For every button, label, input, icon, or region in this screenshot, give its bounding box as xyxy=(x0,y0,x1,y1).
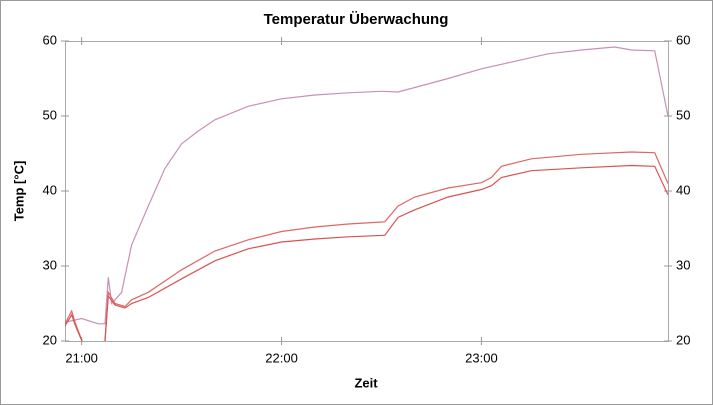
y2-tick-label: 40 xyxy=(676,182,690,197)
y2-tick-label: 60 xyxy=(676,32,690,47)
y2-tick-label: 50 xyxy=(676,107,690,122)
y-tick-label: 20 xyxy=(43,332,57,347)
chart-title: Temperatur Überwachung xyxy=(264,11,449,28)
y2-tick-label: 30 xyxy=(676,257,690,272)
x-tick-label: 23:00 xyxy=(465,350,498,365)
y-tick-label: 30 xyxy=(43,257,57,272)
y-tick-label: 50 xyxy=(43,107,57,122)
x-tick-label: 22:00 xyxy=(265,350,298,365)
x-axis-label: Zeit xyxy=(354,375,378,390)
series-line xyxy=(65,164,668,341)
y-tick-label: 60 xyxy=(43,32,57,47)
y-axis-label: Temp [°C] xyxy=(11,161,26,222)
y2-tick-label: 20 xyxy=(676,332,690,347)
x-tick-label: 21:00 xyxy=(65,350,98,365)
y-tick-label: 40 xyxy=(43,182,57,197)
plot-area xyxy=(65,46,668,341)
